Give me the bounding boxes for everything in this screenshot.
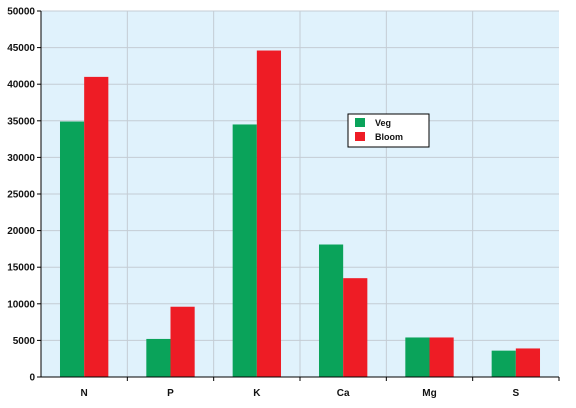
legend-swatch-veg xyxy=(355,118,365,127)
bar-veg-ca xyxy=(318,244,344,377)
x-tick-label: N xyxy=(81,388,88,399)
y-tick-label: 50000 xyxy=(7,7,35,18)
y-tick-label: 0 xyxy=(29,373,35,384)
y-tick-labels: 0 5000 10000 15000 20000 25000 30000 35000 40000… xyxy=(7,7,41,384)
x-tick-label: P xyxy=(167,388,174,399)
x-tick-labels: N P K Ca Mg S xyxy=(81,377,560,399)
bar-veg-mg xyxy=(405,337,430,377)
bar-bloom-mg xyxy=(429,337,454,377)
y-tick-label: 15000 xyxy=(7,263,35,274)
bars xyxy=(59,50,541,378)
legend-label-veg: Veg xyxy=(375,118,391,128)
bar-veg-s xyxy=(491,350,516,377)
legend: Veg Bloom xyxy=(347,113,430,148)
y-tick-label: 40000 xyxy=(7,80,35,91)
y-tick-label: 35000 xyxy=(7,116,35,127)
y-tick-label: 30000 xyxy=(7,153,35,164)
x-tick-label: S xyxy=(512,388,519,399)
bar-veg-n xyxy=(59,121,85,377)
bar-bloom-ca xyxy=(343,278,368,377)
y-tick-label: 10000 xyxy=(7,299,35,310)
x-tick-label: Ca xyxy=(337,388,350,399)
bar-bloom-p xyxy=(170,306,195,377)
x-tick-label: K xyxy=(253,388,261,399)
legend-swatch-bloom xyxy=(355,132,365,141)
y-tick-label: 20000 xyxy=(7,226,35,237)
y-tick-label: 25000 xyxy=(7,190,35,201)
grid-lines xyxy=(41,10,559,377)
bar-veg-k xyxy=(232,124,257,378)
legend-label-bloom: Bloom xyxy=(375,132,403,142)
bar-veg-p xyxy=(146,338,171,377)
y-tick-label: 5000 xyxy=(13,336,36,347)
bar-bloom-n xyxy=(84,76,109,377)
x-tick-label: Mg xyxy=(422,388,436,399)
bar-bloom-s xyxy=(515,348,541,377)
y-tick-label: 45000 xyxy=(7,43,35,54)
bar-bloom-k xyxy=(256,50,282,377)
